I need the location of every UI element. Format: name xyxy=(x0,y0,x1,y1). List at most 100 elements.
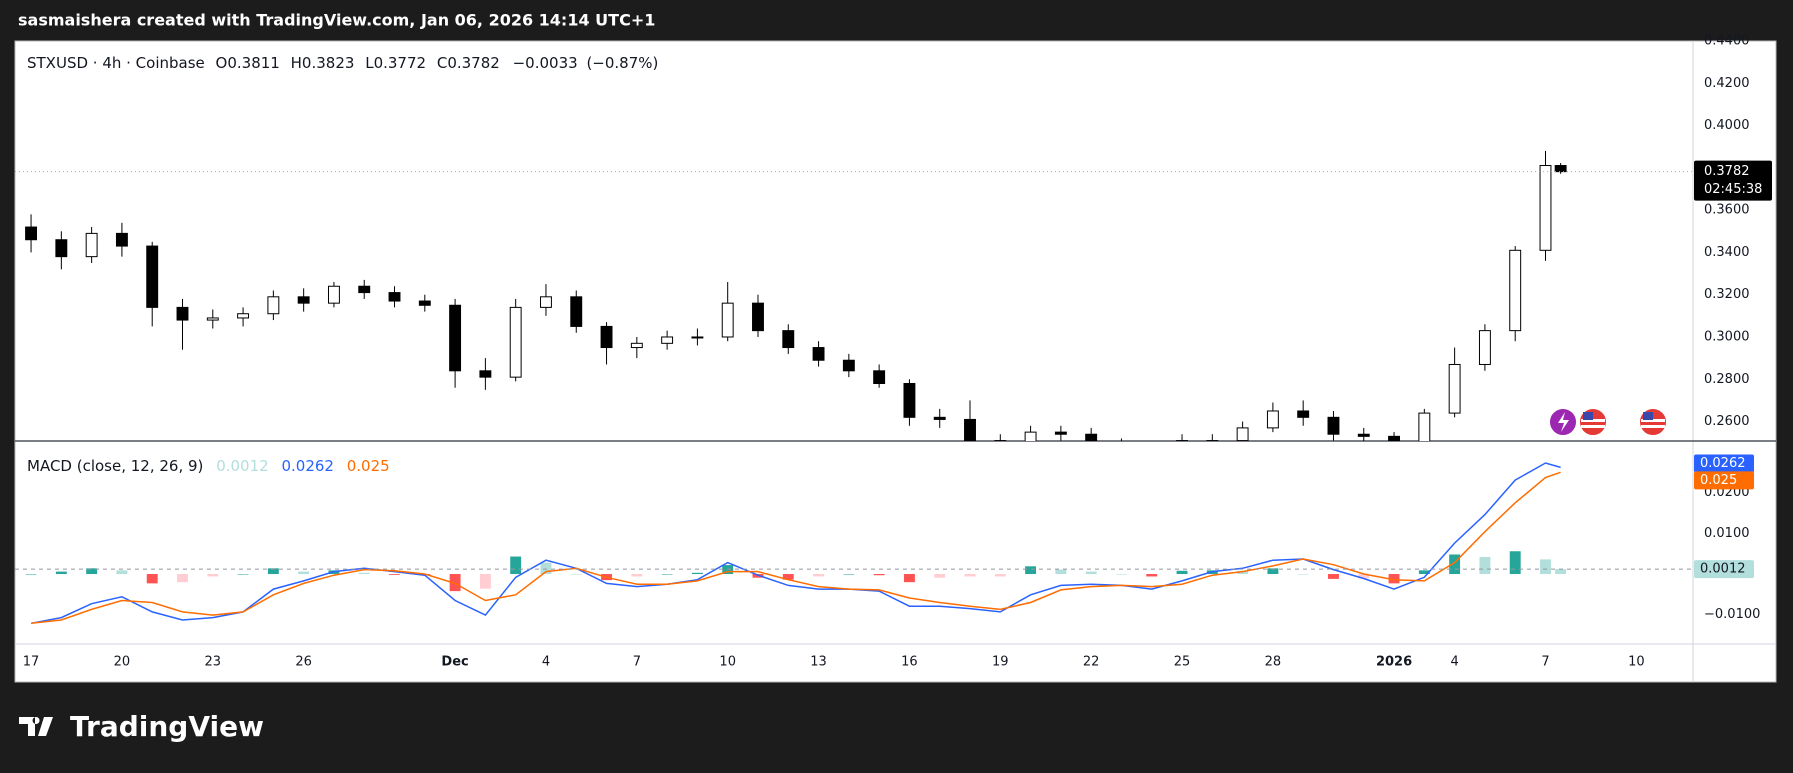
y-tick-label: 0.2600 xyxy=(1704,414,1750,429)
candle-body xyxy=(358,285,371,294)
candle-body xyxy=(1054,431,1067,435)
candle-body xyxy=(1206,440,1219,441)
symbol-title: STXUSD · 4h · Coinbase xyxy=(27,54,205,72)
macd-value-box xyxy=(1694,454,1754,473)
macd-histogram-bar xyxy=(25,574,37,575)
flag-stripe xyxy=(1581,425,1605,428)
y-tick-label: 0.4200 xyxy=(1704,76,1750,91)
price-label-box xyxy=(1694,160,1772,201)
candle-body xyxy=(237,313,250,319)
macd-histogram-bar xyxy=(55,571,67,575)
macd-histogram-bar xyxy=(661,574,673,575)
macd-histogram-bar xyxy=(964,574,976,577)
macd-histogram-bar xyxy=(570,574,582,575)
y-tick-label: 0.3200 xyxy=(1704,287,1750,302)
x-tick-label: 22 xyxy=(1083,655,1100,670)
candle-body xyxy=(267,296,280,315)
macd-value-label: 0.0012 xyxy=(1700,562,1746,577)
macd-histogram-bar xyxy=(1115,574,1127,575)
candle-body xyxy=(630,342,643,349)
macd-histogram-bar xyxy=(207,574,219,577)
flag-stripe xyxy=(1641,425,1665,428)
ohlc-value: 0.3782 xyxy=(447,54,500,72)
macd-histogram-bar xyxy=(86,568,98,575)
x-tick-label: 10 xyxy=(1628,655,1645,670)
macd-value-label: 0.025 xyxy=(1700,473,1737,488)
ohlc-value: 0.3823 xyxy=(302,54,355,72)
axes: 0.2600 0.2800 0.3000 0.3200 0.3400 0.3600 0.38… xyxy=(23,34,1772,670)
candle-body xyxy=(206,317,219,321)
macd-histogram-bar xyxy=(1267,568,1279,575)
change-value: −0.0033 xyxy=(513,54,578,72)
macd-value-box xyxy=(1694,560,1754,579)
x-tick-label: Dec xyxy=(441,655,468,670)
macd-value-box xyxy=(1694,471,1754,490)
macd-histogram-bar xyxy=(389,574,400,575)
macd-legend-value: 0.0012 xyxy=(216,457,269,475)
candle-body xyxy=(146,245,159,308)
macd-histogram-bar xyxy=(449,574,461,592)
macd-histogram-bar xyxy=(1237,570,1249,575)
event-icons xyxy=(1548,407,1668,437)
candle-body xyxy=(1297,410,1310,418)
x-tick-label: 28 xyxy=(1265,655,1282,670)
candle-body xyxy=(964,418,976,441)
y-tick-label: 0.4000 xyxy=(1704,118,1750,133)
candle-body xyxy=(661,336,674,344)
candle-body xyxy=(721,302,734,338)
x-tick-label: 17 xyxy=(23,655,40,670)
macd-histogram-bar xyxy=(1388,574,1400,584)
macd-histogram-bar xyxy=(1297,574,1309,575)
macd-legend-value: 0.0262 xyxy=(281,457,334,475)
candle-body xyxy=(1236,427,1249,441)
macd-histogram-bar xyxy=(903,574,915,583)
macd-histogram-bar xyxy=(1146,574,1158,577)
macd-pane xyxy=(15,462,1693,625)
macd-histogram-bar xyxy=(1176,570,1188,575)
candle-body xyxy=(1266,410,1279,429)
macd-histogram-bar xyxy=(116,570,128,575)
macd-histogram-bar xyxy=(267,568,279,575)
macd-histogram-bar xyxy=(813,574,825,577)
macd-histogram-bar xyxy=(540,562,552,575)
macd-histogram-bar xyxy=(691,572,703,575)
candle-body xyxy=(85,232,98,258)
x-tick-label: 10 xyxy=(719,655,736,670)
ohlc-value: 0.3772 xyxy=(374,54,427,72)
y-tick-label: 0.2800 xyxy=(1704,372,1750,387)
macd-value-label: 0.0262 xyxy=(1700,456,1746,471)
candle-body xyxy=(418,300,431,306)
macd-histogram-bar xyxy=(298,571,310,575)
candle-body xyxy=(388,292,401,302)
ohlc-value: 0.3811 xyxy=(227,54,280,72)
macd-tick-label: 0.0100 xyxy=(1704,526,1750,541)
candle-body xyxy=(903,382,916,418)
flag-stripe xyxy=(1641,419,1665,422)
macd-histogram-bar xyxy=(1449,554,1461,575)
macd-histogram-bar xyxy=(1358,574,1370,579)
macd-tick-label: −0.0100 xyxy=(1704,607,1760,622)
macd-title: MACD (close, 12, 26, 9) xyxy=(27,457,203,475)
watermark-text: TradingView xyxy=(70,710,264,743)
candle-body xyxy=(1327,416,1340,435)
candle-body xyxy=(1509,249,1522,332)
candle-body xyxy=(1085,433,1098,441)
price-pane xyxy=(15,150,1693,441)
macd-line xyxy=(31,471,1561,625)
candle-body xyxy=(842,359,855,372)
macd-histogram-bar xyxy=(1418,570,1430,575)
x-tick-label: 2026 xyxy=(1376,655,1412,670)
candle-body xyxy=(782,330,795,349)
macd-histogram-bar xyxy=(631,574,643,577)
flag-canton xyxy=(1583,412,1593,420)
logo-icon xyxy=(19,717,53,736)
x-tick-label: 7 xyxy=(633,655,641,670)
candle-body xyxy=(1357,433,1370,437)
macd-line xyxy=(30,462,1561,625)
macd-histogram-bar xyxy=(146,574,158,584)
candle-body xyxy=(752,302,764,332)
candle-body xyxy=(449,304,462,372)
x-tick-label: 4 xyxy=(542,655,550,670)
